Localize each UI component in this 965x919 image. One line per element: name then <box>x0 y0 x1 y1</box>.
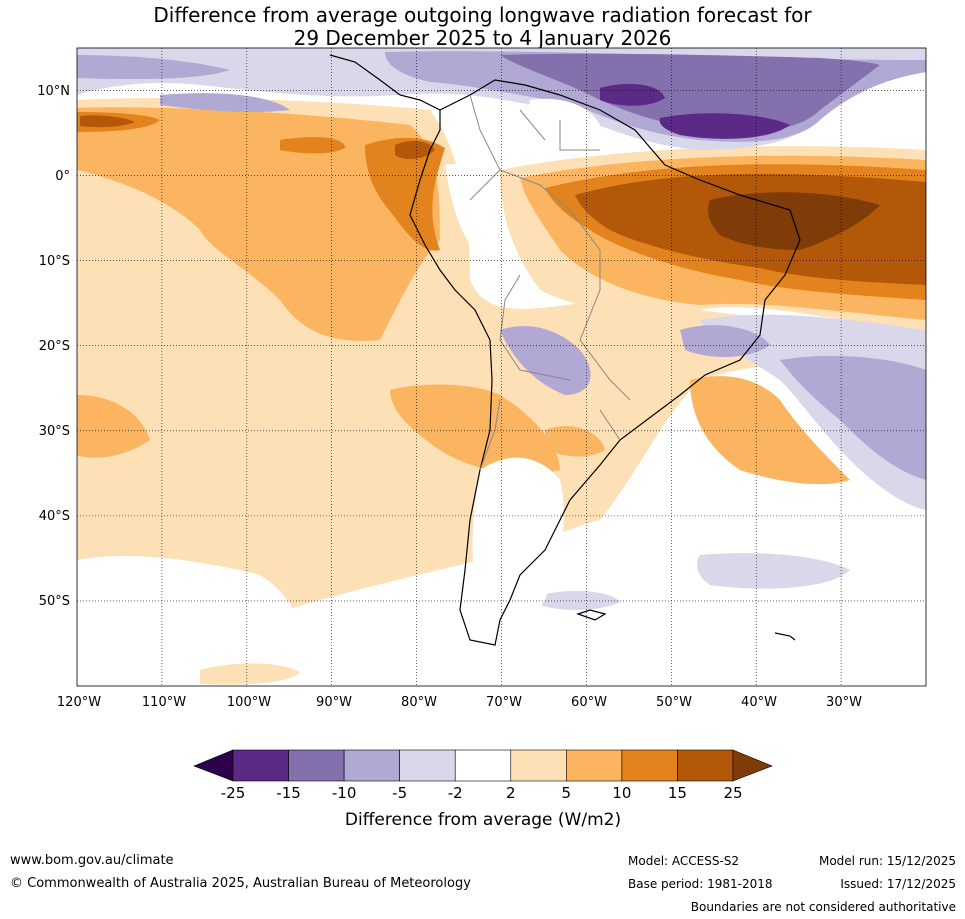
lat-label-50s: 50°S <box>39 594 70 609</box>
colorbar-segments <box>232 749 734 782</box>
colorbar: -25 -15 -10 -5 -2 2 5 10 15 25 Difference from av… <box>193 749 773 830</box>
positive-anomaly-pacific-medium <box>77 107 440 341</box>
colorbar-title: Difference from average (W/m2) <box>345 810 621 830</box>
base-period: Base period: 1981-2018 <box>628 877 773 891</box>
lat-label-20s: 20°S <box>39 339 70 354</box>
colorbar-tick-label: 10 <box>612 784 631 802</box>
lon-label-50w: 50°W <box>656 695 692 710</box>
positive-anomaly-south-pacific-edge <box>200 663 300 685</box>
central-america-coastline <box>329 54 441 111</box>
south-america-coastline <box>409 79 801 646</box>
colorbar-tick-label: 2 <box>506 784 516 802</box>
neutral-region-patagonia <box>472 457 565 631</box>
positive-anomaly-south-atlantic <box>690 376 850 485</box>
colorbar-segment <box>621 749 678 782</box>
colorbar-tick-label: -2 <box>448 784 463 802</box>
lon-label-70w: 70°W <box>486 695 522 710</box>
gridlines <box>77 48 926 686</box>
negative-anomaly-caribbean-strong <box>500 53 880 132</box>
colorbar-segment <box>510 749 567 782</box>
colorbar-segment <box>677 749 734 782</box>
falkland-islands <box>576 609 607 621</box>
positive-anomaly-southeast-pacific <box>77 384 605 474</box>
map-title: Difference from average outgoing longwav… <box>0 4 965 50</box>
lon-label-120w: 120°W <box>57 695 101 710</box>
colorbar-segment <box>232 749 289 782</box>
lon-label-80w: 80°W <box>401 695 437 710</box>
lon-label-60w: 60°W <box>571 695 607 710</box>
south-georgia <box>774 632 796 641</box>
lat-label-10s: 10°S <box>39 254 70 269</box>
model-run-date: Model run: 15/12/2025 <box>818 854 956 868</box>
colorbar-segment <box>288 749 345 782</box>
colorbar-tick-label: 5 <box>562 784 572 802</box>
lat-label-30s: 30°S <box>39 424 70 439</box>
neutral-region-andes-west <box>445 164 502 256</box>
issued-date: Issued: 17/12/2025 <box>840 877 956 891</box>
lon-label-90w: 90°W <box>316 695 352 710</box>
colorbar-tick-label: 15 <box>668 784 687 802</box>
coastlines <box>329 54 801 646</box>
colorbar-tick-labels: -25 -15 -10 -5 -2 2 5 10 15 25 <box>221 784 743 802</box>
boundaries-disclaimer: Boundaries are not considered authoritat… <box>690 900 956 914</box>
lon-label-40w: 40°W <box>741 695 777 710</box>
colorbar-segment <box>343 749 400 782</box>
map-frame <box>76 47 927 687</box>
lon-label-110w: 110°W <box>142 695 186 710</box>
model-name: Model: ACCESS-S2 <box>628 854 740 868</box>
colorbar-under-triangle <box>193 749 234 782</box>
positive-anomaly-pacific-darkest <box>80 115 435 160</box>
lon-label-100w: 100°W <box>227 695 271 710</box>
national-boundaries <box>469 94 631 471</box>
colorbar-over-triangle <box>732 749 773 782</box>
colorbar-segment <box>399 749 456 782</box>
negative-anomaly-andes <box>500 326 591 395</box>
colorbar-segment <box>454 749 512 782</box>
negative-anomaly-far-south <box>540 553 850 610</box>
title-line-1: Difference from average outgoing longwav… <box>153 3 812 27</box>
lat-label-10n: 10°N <box>37 84 70 99</box>
colorbar-tick-label: -15 <box>276 784 301 802</box>
negative-anomaly-caribbean-darkest <box>600 83 790 139</box>
colorbar-tick-label: 25 <box>723 784 742 802</box>
neutral-region-northeast <box>529 98 600 145</box>
lat-label-0: 0° <box>55 169 70 184</box>
lon-label-30w: 30°W <box>826 695 862 710</box>
colorbar-tick-label: -25 <box>221 784 246 802</box>
lat-label-40s: 40°S <box>39 509 70 524</box>
colorbar-tick-label: -5 <box>392 784 407 802</box>
colorbar-segment <box>566 749 623 782</box>
colorbar-tick-label: -10 <box>332 784 357 802</box>
negative-anomaly-south-atlantic-medium <box>680 325 926 480</box>
title-line-2: 29 December 2025 to 4 January 2026 <box>293 26 672 50</box>
copyright-text: © Commonwealth of Australia 2025, Austra… <box>10 876 471 891</box>
website-link[interactable]: www.bom.gov.au/climate <box>10 853 174 868</box>
